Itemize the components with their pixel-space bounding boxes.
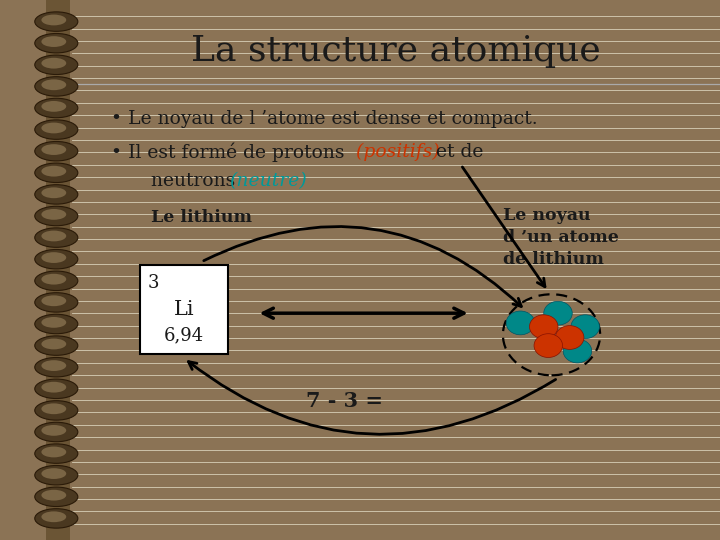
- Ellipse shape: [35, 163, 78, 183]
- Ellipse shape: [42, 15, 66, 25]
- Text: neutrons: neutrons: [151, 172, 241, 191]
- Ellipse shape: [35, 141, 78, 161]
- Ellipse shape: [42, 317, 66, 328]
- Ellipse shape: [42, 382, 66, 393]
- Text: • Le noyau de l ’atome est dense et compact.: • Le noyau de l ’atome est dense et comp…: [111, 110, 538, 128]
- Ellipse shape: [35, 444, 78, 463]
- Ellipse shape: [35, 379, 78, 399]
- FancyBboxPatch shape: [140, 265, 228, 354]
- Ellipse shape: [35, 77, 78, 96]
- Ellipse shape: [42, 252, 66, 263]
- FancyArrowPatch shape: [189, 362, 556, 434]
- Ellipse shape: [35, 465, 78, 485]
- Ellipse shape: [35, 98, 78, 118]
- Text: et de: et de: [431, 143, 484, 161]
- Circle shape: [534, 334, 562, 357]
- Ellipse shape: [42, 187, 66, 198]
- Text: Le noyau: Le noyau: [503, 207, 590, 225]
- FancyArrowPatch shape: [462, 167, 545, 287]
- Ellipse shape: [42, 79, 66, 90]
- Ellipse shape: [35, 422, 78, 442]
- Text: La structure atomique: La structure atomique: [191, 35, 601, 68]
- Ellipse shape: [35, 185, 78, 204]
- Ellipse shape: [42, 295, 66, 306]
- Ellipse shape: [42, 166, 66, 177]
- Ellipse shape: [35, 249, 78, 269]
- Text: de lithium: de lithium: [503, 251, 604, 268]
- Ellipse shape: [42, 36, 66, 47]
- FancyBboxPatch shape: [45, 0, 71, 540]
- Ellipse shape: [42, 144, 66, 155]
- Ellipse shape: [35, 120, 78, 139]
- Ellipse shape: [42, 231, 66, 241]
- Ellipse shape: [35, 228, 78, 247]
- Ellipse shape: [35, 487, 78, 507]
- Ellipse shape: [35, 336, 78, 355]
- Text: 3: 3: [148, 274, 159, 292]
- FancyArrowPatch shape: [204, 226, 521, 307]
- Ellipse shape: [35, 55, 78, 75]
- Circle shape: [529, 315, 558, 339]
- Ellipse shape: [42, 339, 66, 349]
- Ellipse shape: [35, 401, 78, 420]
- Ellipse shape: [35, 293, 78, 312]
- Ellipse shape: [35, 12, 78, 31]
- Ellipse shape: [35, 314, 78, 334]
- Ellipse shape: [42, 490, 66, 501]
- Text: Le lithium: Le lithium: [151, 208, 252, 226]
- Ellipse shape: [42, 425, 66, 436]
- Ellipse shape: [42, 123, 66, 133]
- Ellipse shape: [42, 209, 66, 220]
- Ellipse shape: [35, 206, 78, 226]
- Ellipse shape: [42, 360, 66, 371]
- Ellipse shape: [42, 403, 66, 414]
- Circle shape: [563, 339, 592, 363]
- Ellipse shape: [35, 271, 78, 291]
- Text: d ’un atome: d ’un atome: [503, 229, 618, 246]
- Text: (positifs): (positifs): [356, 143, 446, 161]
- Ellipse shape: [42, 101, 66, 112]
- Text: 7 - 3 =: 7 - 3 =: [306, 390, 382, 411]
- Ellipse shape: [35, 33, 78, 53]
- Text: Li: Li: [174, 300, 194, 319]
- Ellipse shape: [42, 511, 66, 522]
- Ellipse shape: [42, 58, 66, 69]
- Circle shape: [506, 311, 535, 335]
- Text: • Il est formé de protons: • Il est formé de protons: [111, 143, 351, 162]
- Text: (neutre): (neutre): [230, 172, 307, 191]
- Text: 6,94: 6,94: [163, 326, 204, 344]
- Ellipse shape: [35, 357, 78, 377]
- Ellipse shape: [42, 447, 66, 457]
- Ellipse shape: [35, 509, 78, 528]
- Ellipse shape: [42, 468, 66, 479]
- Circle shape: [571, 315, 600, 339]
- Circle shape: [544, 301, 572, 325]
- Ellipse shape: [42, 274, 66, 285]
- Circle shape: [555, 326, 584, 349]
